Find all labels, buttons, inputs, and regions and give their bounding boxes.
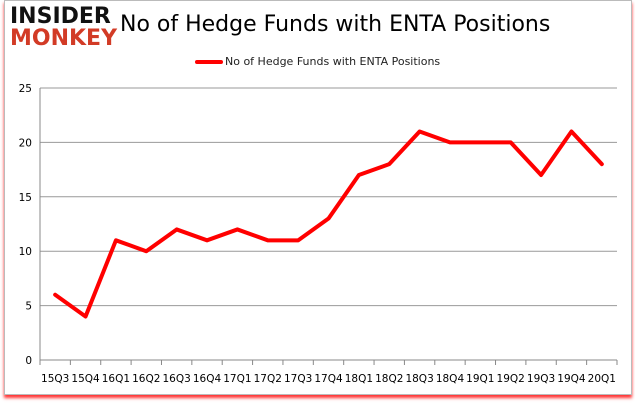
y-tick-label: 0	[25, 355, 32, 367]
x-tick-label: 19Q1	[466, 373, 494, 385]
y-tick-label: 20	[19, 137, 32, 149]
x-tick-label: 15Q3	[41, 373, 69, 385]
x-tick-label: 18Q1	[345, 373, 373, 385]
y-tick-label: 25	[19, 83, 32, 95]
x-tick-label: 16Q2	[132, 373, 160, 385]
chart-frame	[4, 0, 632, 395]
y-tick-label: 10	[19, 246, 32, 258]
x-tick-label: 15Q4	[71, 373, 100, 385]
x-tick-label: 20Q1	[588, 373, 616, 385]
x-tick-label: 17Q4	[314, 373, 343, 385]
x-tick-label: 19Q4	[557, 373, 586, 385]
x-tick-label: 17Q1	[223, 373, 251, 385]
x-tick-label: 16Q1	[102, 373, 130, 385]
logo-line1: INSIDER	[10, 4, 111, 29]
legend: No of Hedge Funds with ENTA Positions	[195, 55, 440, 68]
x-tick-label: 16Q4	[193, 373, 222, 385]
y-tick-label: 15	[19, 192, 32, 204]
x-tick-label: 17Q2	[254, 373, 282, 385]
chart-title: No of Hedge Funds with ENTA Positions	[120, 12, 551, 37]
logo-line2: MONKEY	[10, 26, 118, 51]
x-tick-label: 18Q4	[436, 373, 465, 385]
x-tick-label: 18Q3	[405, 373, 433, 385]
y-tick-label: 5	[25, 301, 32, 313]
legend-swatch	[195, 59, 223, 64]
series-line	[53, 129, 604, 319]
x-tick-label: 16Q3	[163, 373, 191, 385]
x-tick-label: 19Q2	[497, 373, 525, 385]
x-tick-label: 19Q3	[527, 373, 555, 385]
x-tick-label: 18Q2	[375, 373, 403, 385]
x-tick-label: 17Q3	[284, 373, 312, 385]
legend-label: No of Hedge Funds with ENTA Positions	[225, 55, 441, 68]
insider-monkey-logo: INSIDER MONKEY	[10, 6, 117, 50]
